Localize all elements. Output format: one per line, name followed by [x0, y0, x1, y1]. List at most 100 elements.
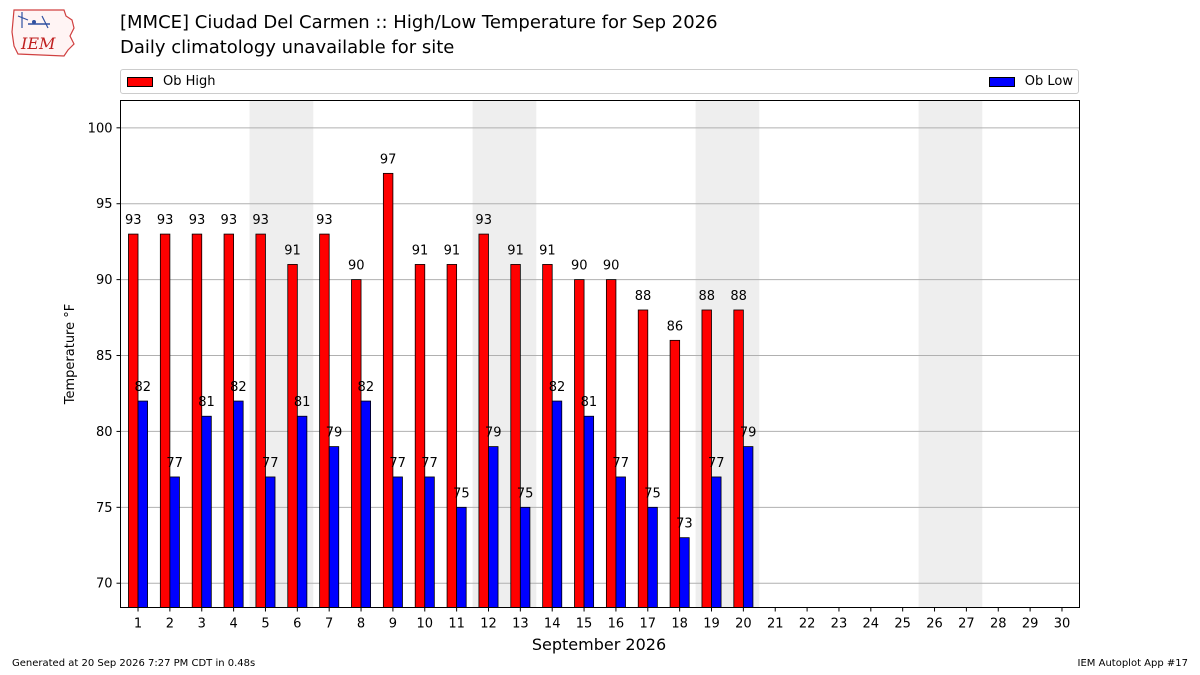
x-tick-label-3: 3: [198, 617, 206, 632]
bar-high-day-5: [255, 233, 266, 608]
legend-item-low: Ob Low: [988, 74, 1073, 89]
bar-high-day-2: [159, 233, 171, 608]
bar-high-day-1: [128, 233, 139, 608]
bar-low-day-20: [742, 446, 754, 608]
data-label-low-day-14: 82: [549, 380, 566, 395]
bar-high-day-4: [223, 233, 235, 608]
bar-low-day-15: [583, 415, 595, 608]
y-tick-label-100: 100: [88, 121, 113, 136]
data-label-low-day-18: 73: [676, 517, 693, 532]
data-label-high-day-19: 88: [698, 289, 715, 304]
bar-high-day-6: [287, 264, 298, 608]
data-label-high-day-6: 91: [284, 243, 301, 258]
bar-low-day-11: [456, 506, 467, 608]
x-tick-label-4: 4: [229, 617, 237, 632]
data-label-low-day-17: 75: [644, 486, 661, 501]
bar-high-day-15: [574, 279, 585, 608]
data-label-high-day-18: 86: [667, 319, 684, 334]
logo-text: IEM: [20, 34, 56, 53]
x-tick-label-12: 12: [480, 617, 497, 632]
data-label-high-day-17: 88: [635, 289, 652, 304]
bar-low-day-2: [169, 476, 180, 608]
x-tick-label-25: 25: [894, 617, 911, 632]
data-label-low-day-4: 82: [230, 380, 247, 395]
data-label-low-day-2: 77: [166, 456, 183, 471]
x-tick-label-30: 30: [1054, 617, 1071, 632]
x-tick-label-27: 27: [958, 617, 975, 632]
x-tick-label-24: 24: [863, 617, 880, 632]
bars: [128, 172, 754, 608]
bar-low-day-4: [233, 400, 244, 608]
y-gridlines: [120, 127, 1080, 584]
data-label-low-day-12: 79: [485, 426, 502, 441]
data-label-high-day-7: 93: [316, 213, 333, 228]
data-label-high-day-14: 91: [539, 243, 556, 258]
legend-item-high: Ob High: [127, 74, 216, 89]
x-tick-label-8: 8: [357, 617, 365, 632]
data-label-low-day-20: 79: [740, 426, 757, 441]
bar-low-day-13: [519, 506, 531, 608]
x-tick-label-14: 14: [544, 617, 561, 632]
bar-high-day-12: [478, 233, 489, 608]
bar-low-day-14: [551, 400, 563, 608]
bar-high-day-3: [191, 233, 203, 608]
x-tick-label-11: 11: [448, 617, 465, 632]
bar-low-day-18: [679, 537, 690, 608]
bar-low-day-17: [647, 506, 658, 608]
data-label-high-day-5: 93: [252, 213, 269, 228]
bar-high-day-16: [605, 279, 617, 608]
bar-low-day-19: [711, 476, 722, 608]
data-label-high-day-2: 93: [157, 213, 174, 228]
x-tick-label-20: 20: [735, 617, 752, 632]
x-tick-label-26: 26: [926, 617, 943, 632]
bar-low-day-9: [392, 476, 403, 608]
x-tick-label-10: 10: [416, 617, 433, 632]
bar-high-day-11: [446, 264, 458, 608]
bar-high-day-13: [510, 264, 521, 608]
bar-low-day-5: [265, 476, 276, 608]
data-label-high-day-4: 93: [221, 213, 238, 228]
data-label-high-day-16: 90: [603, 259, 620, 274]
data-label-low-day-1: 82: [135, 380, 152, 395]
x-tick-label-7: 7: [325, 617, 333, 632]
data-label-high-day-13: 91: [507, 243, 524, 258]
data-label-high-day-12: 93: [475, 213, 492, 228]
data-label-high-day-15: 90: [571, 259, 588, 274]
legend-label-low: Ob Low: [1024, 74, 1073, 89]
bar-low-day-6: [296, 415, 308, 608]
data-label-high-day-3: 93: [189, 213, 206, 228]
x-tick-label-16: 16: [608, 617, 625, 632]
bar-low-day-16: [615, 476, 626, 608]
data-label-low-day-11: 75: [453, 486, 470, 501]
data-label-low-day-7: 79: [326, 426, 343, 441]
weekend-band-4: [918, 100, 983, 608]
x-tick-label-15: 15: [576, 617, 593, 632]
bar-high-day-20: [733, 309, 744, 608]
x-tick-label-29: 29: [1022, 617, 1039, 632]
x-tick-label-22: 22: [799, 617, 816, 632]
data-label-low-day-8: 82: [358, 380, 375, 395]
chart-title: [MMCE] Ciudad Del Carmen :: High/Low Tem…: [120, 12, 718, 33]
data-label-high-day-8: 90: [348, 259, 365, 274]
x-tick-label-19: 19: [703, 617, 720, 632]
x-tick-label-17: 17: [640, 617, 657, 632]
data-label-low-day-10: 77: [421, 456, 438, 471]
x-tick-label-1: 1: [134, 617, 142, 632]
data-label-high-day-11: 91: [444, 243, 461, 258]
data-label-high-day-9: 97: [380, 152, 397, 167]
bar-low-day-7: [328, 446, 340, 608]
bar-high-day-17: [637, 309, 649, 608]
bar-high-day-9: [382, 172, 394, 608]
y-tick-label-70: 70: [96, 577, 113, 592]
x-tick-label-18: 18: [671, 617, 688, 632]
data-label-high-day-1: 93: [125, 213, 142, 228]
bar-low-day-1: [137, 400, 148, 608]
bar-high-day-7: [319, 233, 330, 608]
iem-logo: IEM: [11, 9, 75, 57]
x-tick-label-2: 2: [166, 617, 174, 632]
plot-frame: [120, 100, 1080, 608]
x-tick-label-6: 6: [293, 617, 301, 632]
y-tick-label-80: 80: [96, 425, 113, 440]
